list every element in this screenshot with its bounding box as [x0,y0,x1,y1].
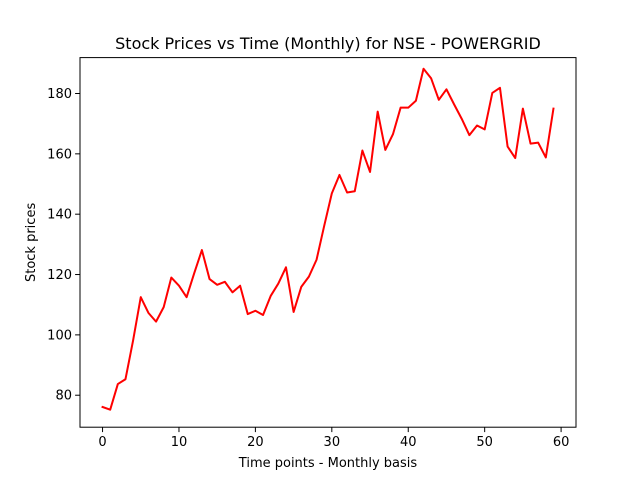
data-point [163,307,164,308]
data-point [278,283,279,284]
data-point [369,171,370,172]
data-point [545,157,546,158]
data-point [438,99,439,100]
data-point [392,134,393,135]
data-point [339,174,340,175]
data-point [324,225,325,226]
data-point [178,285,179,286]
data-point [262,314,263,315]
data-point [186,297,187,298]
data-point [194,272,195,273]
data-point [240,285,241,286]
plot-frame [79,57,577,428]
data-point [224,281,225,282]
data-point [484,129,485,130]
x-tick-label: 40 [400,435,417,450]
data-point [515,157,516,158]
x-tick-label: 50 [476,435,493,450]
data-point [385,149,386,150]
series-line [101,67,555,411]
data-point [362,150,363,151]
y-tick-label: 160 [47,147,72,162]
data-point [217,284,218,285]
data-point [117,383,118,384]
data-point [492,92,493,93]
y-tick-label: 180 [47,87,72,102]
data-point [102,406,103,407]
data-point [110,409,111,410]
data-point [415,100,416,101]
data-point [476,125,477,126]
data-point [522,108,523,109]
data-point [155,321,156,322]
data-point [423,68,424,69]
data-point [553,108,554,109]
data-point [347,192,348,193]
data-point [308,276,309,277]
data-point [507,146,508,147]
y-tick-label: 100 [47,328,72,343]
data-point [285,267,286,268]
plot-area [101,67,555,411]
data-point [140,297,141,298]
data-point [125,379,126,380]
data-point [255,310,256,311]
y-tick-label: 80 [55,389,72,404]
data-point [148,312,149,313]
x-tick-label: 60 [553,435,570,450]
x-tick-label: 30 [324,435,341,450]
data-point [377,111,378,112]
y-tick-label: 120 [47,268,72,283]
data-point [530,143,531,144]
x-tick-label: 20 [247,435,264,450]
data-point [461,118,462,119]
data-point [301,286,302,287]
data-point [133,340,134,341]
data-point [171,277,172,278]
data-point [232,292,233,293]
data-point [499,87,500,88]
data-point [454,104,455,105]
y-tick-label: 140 [47,208,72,223]
x-tick-label: 0 [98,435,106,450]
data-point [469,135,470,136]
data-point [400,107,401,108]
data-point [538,142,539,143]
data-point [270,295,271,296]
data-point [331,193,332,194]
y-axis-label: Stock prices [24,203,39,282]
x-tick-label: 10 [171,435,188,450]
data-point [408,107,409,108]
data-point [354,191,355,192]
chart-title: Stock Prices vs Time (Monthly) for NSE -… [115,34,541,53]
data-point [293,311,294,312]
data-point [201,249,202,250]
data-point [209,278,210,279]
data-point [431,78,432,79]
x-axis-label: Time points - Monthly basis [238,456,418,471]
data-point [316,259,317,260]
data-point [446,89,447,90]
data-point [247,313,248,314]
